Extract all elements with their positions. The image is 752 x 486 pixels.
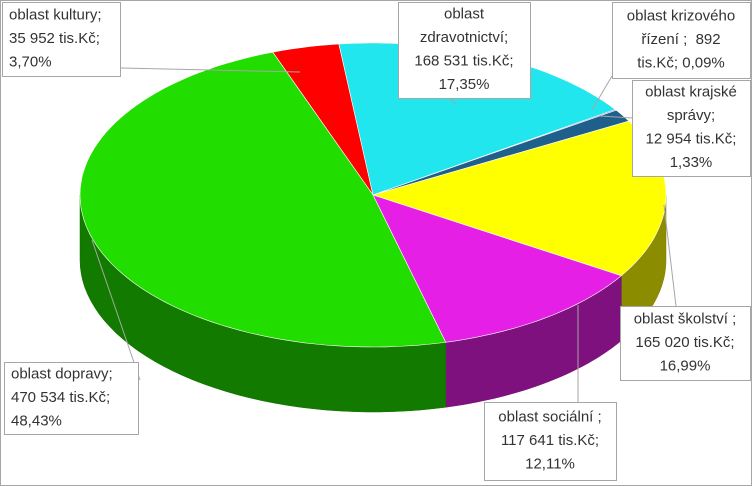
pie	[79, 42, 667, 413]
data-label: 168 531 tis.Kč;	[414, 53, 513, 70]
data-label: řízení ; 892	[641, 31, 720, 48]
data-label: 470 534 tis.Kč;	[11, 389, 110, 406]
slice	[372, 194, 622, 343]
data-label: 165 020 tis.Kč;	[635, 334, 734, 351]
slice	[79, 51, 447, 348]
data-label: 48,43%	[11, 412, 62, 429]
leader-line	[599, 115, 633, 119]
leader-line	[591, 75, 613, 111]
label-box	[484, 402, 617, 481]
data-label: správy;	[667, 107, 715, 124]
label-box	[398, 2, 531, 99]
data-label: 3,70%	[9, 53, 52, 70]
data-label: 12 954 tis.Kč;	[646, 131, 737, 148]
label-box	[612, 2, 751, 79]
data-label: oblast školství ;	[634, 310, 737, 327]
data-label: 12,11%	[525, 455, 575, 472]
data-label: 17,35%	[439, 76, 490, 93]
data-label: 16,99%	[660, 357, 711, 374]
data-label: oblast dopravy;	[11, 365, 113, 382]
data-label: 117 641 tis.Kč;	[501, 432, 599, 449]
data-label: oblast krajské	[645, 84, 737, 101]
label-box	[632, 80, 751, 177]
data-label: oblast krizového	[627, 7, 735, 24]
leader-line	[91, 239, 141, 381]
data-label: 1,33%	[670, 154, 713, 171]
data-label: zdravotnictví;	[420, 29, 508, 46]
leader-line	[119, 67, 301, 73]
data-label: tis.Kč; 0,09%	[637, 54, 725, 71]
data-label: oblast kultury;	[9, 6, 102, 23]
leader-line	[663, 204, 677, 307]
label-box	[620, 306, 751, 381]
data-label: oblast	[444, 6, 485, 23]
data-label: 35 952 tis.Kč;	[9, 30, 100, 47]
label-box	[4, 362, 139, 435]
data-label: oblast sociální ;	[498, 408, 601, 425]
label-box	[2, 2, 121, 77]
slice	[272, 43, 374, 196]
